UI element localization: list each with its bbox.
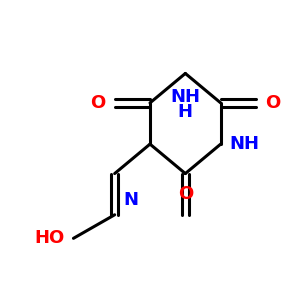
Text: O: O <box>178 185 193 203</box>
Text: HO: HO <box>34 229 64 247</box>
Text: NH: NH <box>170 88 200 106</box>
Text: N: N <box>124 191 139 209</box>
Text: H: H <box>178 103 193 121</box>
Text: NH: NH <box>230 135 260 153</box>
Text: O: O <box>91 94 106 112</box>
Text: O: O <box>265 94 280 112</box>
